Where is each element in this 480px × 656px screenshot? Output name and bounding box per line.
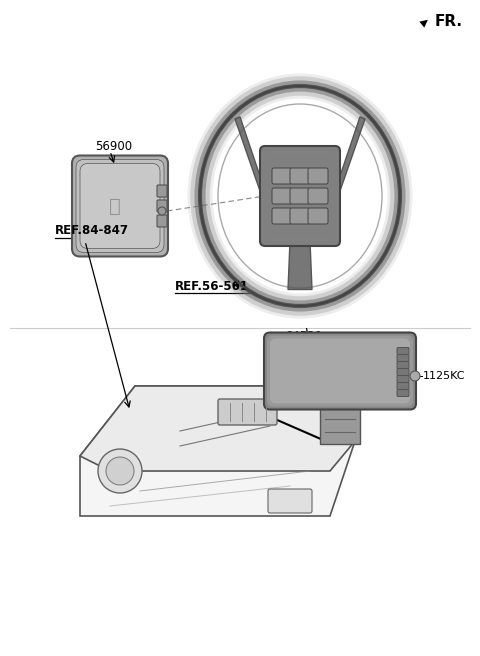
FancyBboxPatch shape: [290, 188, 310, 204]
Text: FR.: FR.: [435, 14, 463, 28]
FancyBboxPatch shape: [397, 361, 409, 369]
Text: 84530: 84530: [285, 329, 322, 342]
Text: 1125KC: 1125KC: [423, 371, 466, 381]
Polygon shape: [80, 386, 355, 471]
FancyBboxPatch shape: [397, 348, 409, 354]
FancyBboxPatch shape: [397, 369, 409, 375]
Polygon shape: [335, 117, 365, 191]
FancyBboxPatch shape: [272, 188, 292, 204]
FancyBboxPatch shape: [320, 403, 360, 443]
Circle shape: [98, 449, 142, 493]
FancyBboxPatch shape: [272, 168, 292, 184]
FancyBboxPatch shape: [272, 208, 292, 224]
Text: REF.56-561: REF.56-561: [175, 279, 249, 293]
FancyBboxPatch shape: [218, 399, 277, 425]
FancyBboxPatch shape: [397, 390, 409, 396]
Polygon shape: [235, 117, 265, 191]
Text: 56900: 56900: [95, 140, 132, 152]
FancyBboxPatch shape: [76, 159, 164, 253]
Circle shape: [410, 371, 420, 381]
FancyBboxPatch shape: [268, 489, 312, 513]
FancyBboxPatch shape: [72, 155, 168, 256]
FancyBboxPatch shape: [80, 201, 160, 249]
FancyBboxPatch shape: [290, 208, 310, 224]
FancyBboxPatch shape: [80, 163, 160, 249]
FancyBboxPatch shape: [397, 382, 409, 390]
Text: REF.84-847: REF.84-847: [55, 224, 129, 237]
Circle shape: [106, 457, 134, 485]
Polygon shape: [80, 386, 355, 516]
FancyBboxPatch shape: [308, 188, 328, 204]
FancyBboxPatch shape: [157, 200, 167, 212]
Polygon shape: [288, 241, 312, 289]
FancyBboxPatch shape: [308, 168, 328, 184]
Circle shape: [158, 207, 166, 215]
FancyBboxPatch shape: [270, 338, 410, 403]
FancyBboxPatch shape: [157, 185, 167, 197]
FancyBboxPatch shape: [157, 215, 167, 227]
FancyBboxPatch shape: [267, 335, 413, 407]
FancyBboxPatch shape: [290, 168, 310, 184]
FancyBboxPatch shape: [308, 208, 328, 224]
Text: Ⓗ: Ⓗ: [109, 197, 121, 216]
FancyBboxPatch shape: [260, 146, 340, 246]
FancyBboxPatch shape: [264, 333, 416, 409]
FancyBboxPatch shape: [397, 375, 409, 382]
FancyBboxPatch shape: [397, 354, 409, 361]
